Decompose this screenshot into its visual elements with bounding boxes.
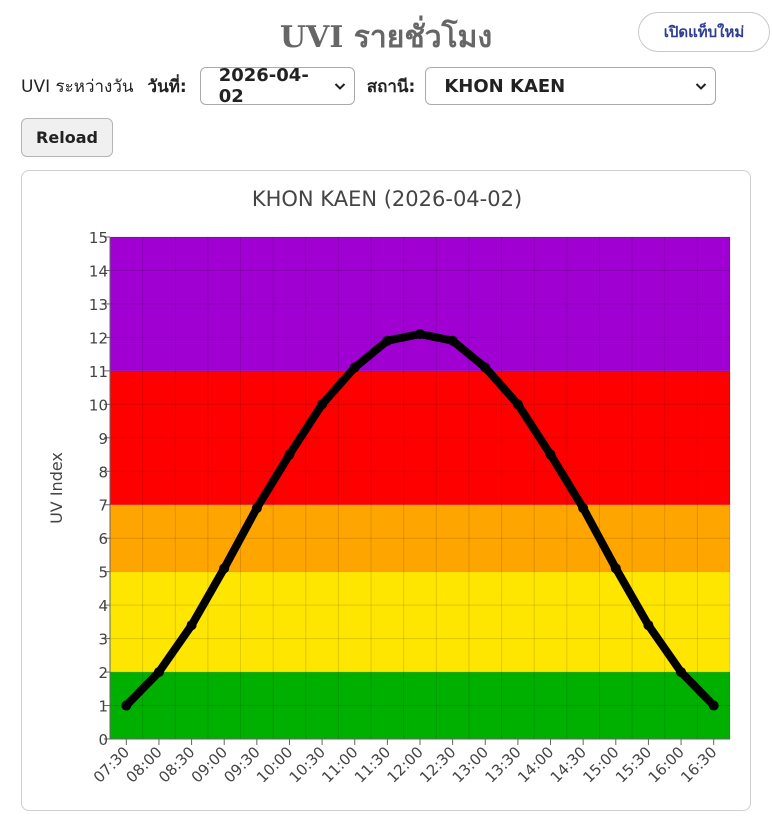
uv-data-point bbox=[382, 335, 393, 346]
y-tick-label: 3 bbox=[98, 631, 108, 649]
uv-data-point bbox=[708, 700, 719, 711]
uv-data-point bbox=[676, 667, 687, 678]
uv-data-point bbox=[480, 362, 491, 373]
x-tick-label: 12:30 bbox=[416, 743, 459, 786]
uv-data-point bbox=[447, 335, 458, 346]
daily-uvi-label: UVI ระหว่างวัน bbox=[21, 76, 134, 97]
x-tick-label: 14:00 bbox=[514, 743, 557, 786]
uv-band bbox=[110, 504, 730, 572]
x-tick-label: 12:00 bbox=[384, 743, 427, 786]
y-axis-label: UV Index bbox=[47, 452, 66, 524]
date-select-value: 2026-04-02 bbox=[218, 65, 309, 107]
station-label: สถานี: bbox=[366, 76, 416, 97]
uv-data-point bbox=[349, 362, 360, 373]
uv-data-point bbox=[121, 700, 132, 711]
x-tick-label: 13:00 bbox=[449, 743, 492, 786]
y-tick-label: 15 bbox=[89, 229, 108, 247]
chevron-down-icon bbox=[696, 83, 707, 90]
x-tick-label: 09:00 bbox=[188, 743, 231, 786]
x-tick-label: 14:30 bbox=[547, 743, 590, 786]
x-tick-label: 11:30 bbox=[351, 743, 394, 786]
uv-band bbox=[110, 672, 730, 739]
y-tick-label: 8 bbox=[98, 463, 108, 481]
reload-button[interactable]: Reload bbox=[21, 118, 113, 157]
y-tick-label: 5 bbox=[98, 564, 108, 582]
y-tick-label: 0 bbox=[98, 731, 108, 749]
x-tick-label: 09:30 bbox=[220, 743, 263, 786]
y-tick-label: 10 bbox=[89, 396, 108, 414]
uv-band bbox=[110, 571, 730, 673]
x-tick-label: 08:00 bbox=[122, 743, 165, 786]
y-tick-label: 11 bbox=[89, 363, 108, 381]
x-tick-label: 16:00 bbox=[645, 743, 688, 786]
x-tick-label: 16:30 bbox=[677, 743, 720, 786]
chevron-down-icon bbox=[334, 83, 345, 90]
uv-data-point bbox=[610, 563, 621, 574]
uv-data-point bbox=[317, 399, 328, 410]
x-tick-label: 08:30 bbox=[155, 743, 198, 786]
x-tick-label: 10:30 bbox=[286, 743, 329, 786]
y-tick-label: 6 bbox=[98, 530, 108, 548]
x-tick-label: 11:00 bbox=[318, 743, 361, 786]
x-tick-label: 15:00 bbox=[579, 743, 622, 786]
date-select[interactable]: 2026-04-02 bbox=[199, 65, 355, 107]
uv-data-point bbox=[186, 620, 197, 631]
uv-data-point bbox=[219, 563, 230, 574]
uv-data-point bbox=[251, 503, 262, 514]
station-select-value: KHON KAEN bbox=[444, 75, 566, 97]
y-tick-label: 13 bbox=[89, 296, 108, 314]
x-tick-label: 15:30 bbox=[612, 743, 655, 786]
uv-data-point bbox=[512, 399, 523, 410]
x-tick-label: 10:00 bbox=[253, 743, 296, 786]
open-new-tab-button[interactable]: เปิดแท็บใหม่ bbox=[638, 12, 770, 52]
uv-data-point bbox=[643, 620, 654, 631]
uv-data-point bbox=[153, 667, 164, 678]
chart-title: KHON KAEN (2026-04-02) bbox=[252, 187, 522, 211]
y-tick-label: 2 bbox=[98, 664, 108, 682]
uv-data-point bbox=[578, 503, 589, 514]
station-select[interactable]: KHON KAEN bbox=[425, 67, 717, 105]
chart-card: 0 1 2 3 4 5 6 7 8 9 10 11 12 13 14 15 07:30 08:00 08:30 09… bbox=[21, 170, 751, 811]
y-tick-label: 14 bbox=[89, 262, 108, 280]
controls-bar: UVI ระหว่างวัน วันที่: 2026-04-02 สถานี:… bbox=[21, 65, 717, 107]
x-tick-label: 13:30 bbox=[481, 743, 524, 786]
page-title: UVI รายชั่วโมง bbox=[279, 20, 493, 55]
y-tick-label: 9 bbox=[98, 430, 108, 448]
uv-band bbox=[110, 237, 730, 371]
uv-data-point bbox=[415, 329, 425, 340]
y-tick-label: 7 bbox=[98, 497, 108, 515]
x-tick-label: 07:30 bbox=[90, 743, 133, 786]
uv-data-point bbox=[284, 449, 295, 460]
date-label: วันที่: bbox=[147, 76, 187, 97]
y-tick-label: 4 bbox=[98, 597, 108, 615]
y-tick-label: 12 bbox=[89, 329, 108, 347]
uv-data-point bbox=[545, 449, 556, 460]
y-tick-label: 1 bbox=[98, 698, 108, 716]
uv-band bbox=[110, 370, 730, 505]
